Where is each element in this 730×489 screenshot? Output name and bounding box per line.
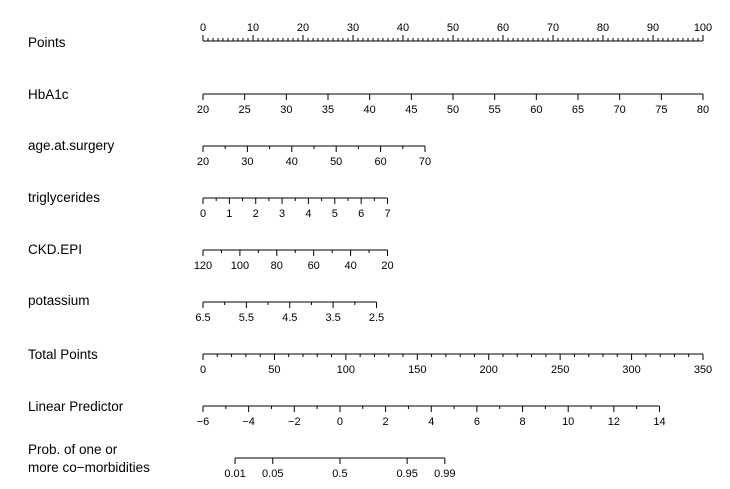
row-label-total-points: Total Points (28, 347, 98, 362)
tick-label-hba1c: 50 (447, 104, 459, 116)
tick-label-total-points: 300 (622, 364, 640, 376)
tick-label-points: 40 (397, 22, 409, 34)
tick-label-triglycerides: 2 (253, 208, 259, 220)
tick-label-linear-predictor: 8 (519, 416, 525, 428)
row-label-triglycerides: triglycerides (28, 190, 100, 205)
tick-label-linear-predictor: 0 (337, 416, 343, 428)
tick-label-points: 100 (694, 22, 712, 34)
tick-label-points: 30 (347, 22, 359, 34)
tick-label-prob-of-one-or-more-co-morbidities: 0.99 (434, 468, 455, 480)
tick-label-prob-of-one-or-more-co-morbidities: 0.5 (332, 468, 347, 480)
tick-label-potassium: 3.5 (325, 312, 340, 324)
tick-label-triglycerides: 5 (332, 208, 338, 220)
tick-label-triglycerides: 6 (358, 208, 364, 220)
tick-label-points: 70 (547, 22, 559, 34)
tick-label-points: 10 (247, 22, 259, 34)
tick-label-age-at-surgery: 70 (419, 156, 431, 168)
tick-label-potassium: 5.5 (239, 312, 254, 324)
tick-label-linear-predictor: 6 (474, 416, 480, 428)
row-label-points: Points (28, 35, 66, 50)
tick-label-ckd-epi: 80 (271, 260, 283, 272)
tick-label-hba1c: 75 (655, 104, 667, 116)
row-label-ckd-epi: CKD.EPI (28, 242, 82, 257)
tick-label-total-points: 250 (551, 364, 569, 376)
tick-label-ckd-epi: 40 (344, 260, 356, 272)
tick-label-hba1c: 55 (489, 104, 501, 116)
row-label-linear-predictor: Linear Predictor (28, 399, 124, 414)
tick-label-points: 0 (200, 22, 206, 34)
tick-label-ckd-epi: 100 (231, 260, 249, 272)
tick-label-hba1c: 35 (322, 104, 334, 116)
tick-label-hba1c: 20 (197, 104, 209, 116)
tick-label-prob-of-one-or-more-co-morbidities: 0.95 (396, 468, 417, 480)
tick-label-hba1c: 65 (572, 104, 584, 116)
tick-label-linear-predictor: 14 (653, 416, 665, 428)
tick-label-linear-predictor: 12 (608, 416, 620, 428)
tick-label-linear-predictor: 4 (428, 416, 434, 428)
tick-label-points: 60 (497, 22, 509, 34)
tick-label-age-at-surgery: 50 (330, 156, 342, 168)
tick-label-triglycerides: 4 (305, 208, 311, 220)
tick-label-total-points: 150 (408, 364, 426, 376)
tick-label-age-at-surgery: 60 (374, 156, 386, 168)
tick-label-ckd-epi: 60 (308, 260, 320, 272)
tick-label-triglycerides: 3 (279, 208, 285, 220)
tick-label-total-points: 200 (480, 364, 498, 376)
tick-label-points: 90 (647, 22, 659, 34)
row-label-potassium: potassium (28, 293, 90, 308)
tick-label-prob-of-one-or-more-co-morbidities: 0.01 (224, 468, 245, 480)
tick-label-linear-predictor: 2 (383, 416, 389, 428)
tick-label-age-at-surgery: 40 (286, 156, 298, 168)
tick-label-linear-predictor: 10 (562, 416, 574, 428)
tick-label-linear-predictor: −6 (197, 416, 210, 428)
row-label-age-at-surgery: age.at.surgery (28, 138, 115, 153)
tick-label-age-at-surgery: 30 (241, 156, 253, 168)
tick-label-hba1c: 25 (239, 104, 251, 116)
tick-label-hba1c: 40 (364, 104, 376, 116)
tick-label-linear-predictor: −4 (242, 416, 255, 428)
tick-label-points: 50 (447, 22, 459, 34)
tick-label-ckd-epi: 20 (381, 260, 393, 272)
tick-label-potassium: 4.5 (282, 312, 297, 324)
tick-label-total-points: 0 (200, 364, 206, 376)
tick-label-total-points: 50 (268, 364, 280, 376)
tick-label-triglycerides: 1 (226, 208, 232, 220)
tick-label-hba1c: 80 (697, 104, 709, 116)
tick-label-potassium: 2.5 (369, 312, 384, 324)
tick-label-ckd-epi: 120 (194, 260, 212, 272)
tick-label-hba1c: 30 (280, 104, 292, 116)
tick-label-triglycerides: 0 (200, 208, 206, 220)
tick-label-hba1c: 60 (530, 104, 542, 116)
tick-label-hba1c: 70 (614, 104, 626, 116)
tick-label-points: 20 (297, 22, 309, 34)
tick-label-potassium: 6.5 (195, 312, 210, 324)
tick-label-total-points: 350 (694, 364, 712, 376)
row-label-prob-of-one-or-more-co-morbidities: more co−morbidities (28, 460, 150, 475)
tick-label-prob-of-one-or-more-co-morbidities: 0.05 (262, 468, 283, 480)
tick-label-triglycerides: 7 (384, 208, 390, 220)
tick-label-total-points: 100 (337, 364, 355, 376)
tick-label-linear-predictor: −2 (288, 416, 301, 428)
tick-label-hba1c: 45 (405, 104, 417, 116)
tick-label-age-at-surgery: 20 (197, 156, 209, 168)
tick-label-points: 80 (597, 22, 609, 34)
row-label-hba1c: HbA1c (28, 87, 69, 102)
row-label-prob-of-one-or-more-co-morbidities: Prob. of one or (28, 442, 118, 457)
